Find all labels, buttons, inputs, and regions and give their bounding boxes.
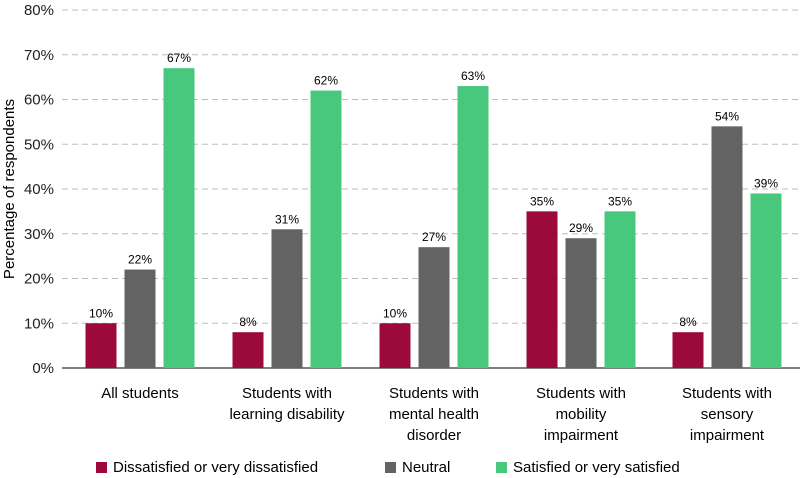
- bar-chart: 0% 10% 20% 30% 40% 50% 60% 70% 80% Percentage of…: [1, 2, 800, 444]
- y-tick-label: 50%: [24, 136, 54, 153]
- legend-item: Neutral: [385, 459, 450, 476]
- category-label: Students with learning disability: [229, 385, 345, 423]
- bars: [85, 68, 782, 369]
- y-tick-label: 60%: [24, 92, 54, 109]
- data-label: 67%: [167, 51, 191, 65]
- bar: [672, 332, 704, 368]
- bar: [271, 229, 303, 368]
- legend-item: Satisfied or very satisfied: [496, 459, 680, 476]
- data-label: 63%: [461, 69, 485, 83]
- category-label: All students: [101, 385, 179, 402]
- data-label: 8%: [679, 315, 697, 329]
- y-tick-label: 0%: [32, 360, 54, 377]
- legend-label: Satisfied or very satisfied: [513, 458, 680, 476]
- data-label: 54%: [715, 109, 739, 123]
- y-tick-label: 70%: [24, 47, 54, 64]
- data-label: 31%: [275, 212, 299, 226]
- data-label: 35%: [530, 194, 554, 208]
- data-label: 62%: [314, 74, 338, 88]
- legend-item: Dissatisfied or very dissatisfied: [96, 459, 318, 476]
- data-label: 8%: [239, 315, 257, 329]
- category-label: Students with mobility impairment: [536, 385, 626, 444]
- data-label: 29%: [569, 221, 593, 235]
- legend-label: Dissatisfied or very dissatisfied: [113, 458, 319, 476]
- category-label: Students with sensory impairment: [682, 385, 772, 444]
- bar: [457, 86, 489, 368]
- bar: [604, 211, 636, 368]
- bar: [418, 247, 450, 368]
- y-axis-ticks: 0% 10% 20% 30% 40% 50% 60% 70% 80%: [24, 2, 54, 377]
- y-tick-label: 20%: [24, 271, 54, 288]
- legend: Dissatisfied or very dissatisfied Neutral…: [0, 456, 800, 478]
- legend-swatch: [496, 461, 507, 473]
- bar: [163, 68, 195, 369]
- bar: [124, 269, 156, 368]
- bar: [711, 126, 743, 368]
- bar: [232, 332, 264, 368]
- bar: [379, 323, 411, 368]
- y-tick-label: 80%: [24, 2, 54, 19]
- y-tick-label: 30%: [24, 226, 54, 243]
- legend-swatch: [96, 461, 107, 473]
- bar: [526, 211, 558, 368]
- category-labels: All students Students with learning disabi…: [101, 385, 772, 444]
- y-tick-label: 40%: [24, 181, 54, 198]
- data-label: 10%: [89, 306, 113, 320]
- data-label: 22%: [128, 253, 152, 267]
- bar: [310, 90, 342, 369]
- category-label: Students with mental health disorder: [389, 385, 479, 444]
- data-label: 10%: [383, 306, 407, 320]
- bar: [565, 238, 597, 368]
- y-axis-label: Percentage of respondents: [1, 99, 18, 279]
- bar: [750, 193, 782, 368]
- legend-label: Neutral: [402, 458, 451, 476]
- data-labels: 10% 8% 10% 35% 8% 22% 31% 27% 29% 54% 67% 62% 63% 35%…: [89, 51, 778, 329]
- legend-swatch: [385, 461, 396, 473]
- data-label: 27%: [422, 230, 446, 244]
- data-label: 39%: [754, 176, 778, 190]
- bar: [85, 323, 117, 368]
- data-label: 35%: [608, 194, 632, 208]
- y-tick-label: 10%: [24, 315, 54, 332]
